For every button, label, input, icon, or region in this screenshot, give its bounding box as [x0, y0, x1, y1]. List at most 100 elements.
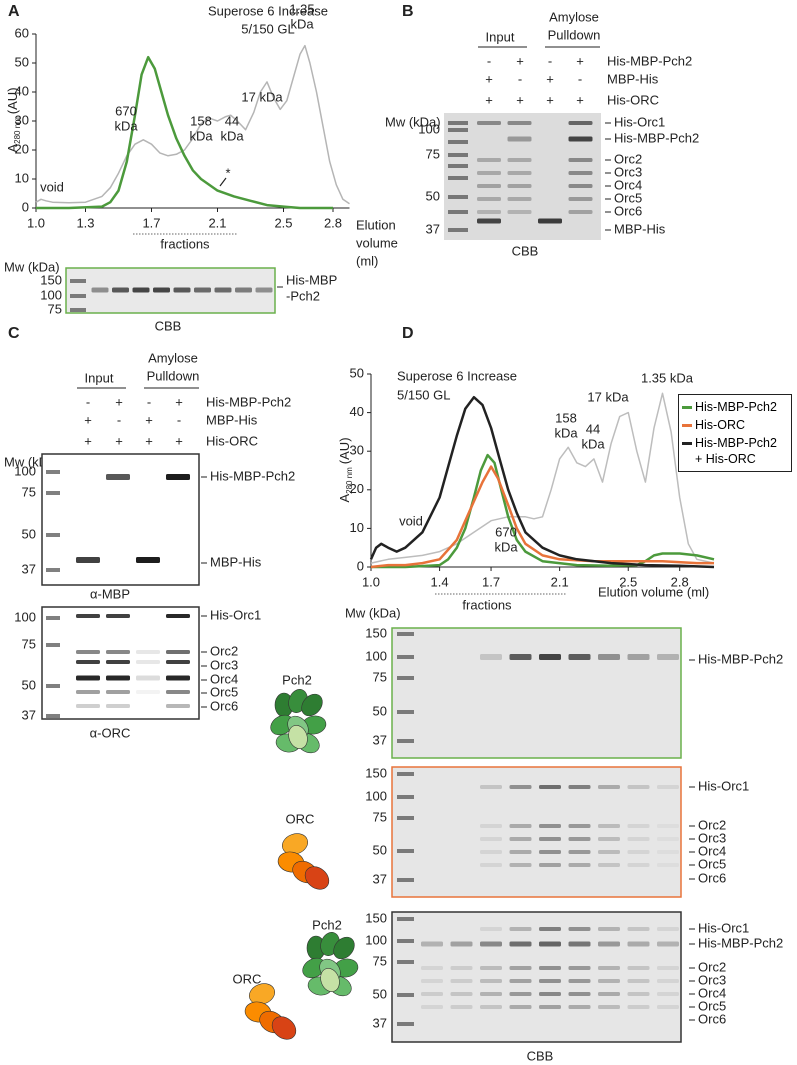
gel-band — [132, 287, 150, 293]
band-label: Orc5 — [614, 190, 642, 205]
annotation: 670 — [495, 524, 517, 539]
gel-band — [598, 992, 620, 996]
band-label: Orc3 — [698, 830, 726, 845]
gel-band — [568, 197, 593, 201]
gel-band — [106, 474, 130, 480]
ladder-band — [397, 878, 414, 882]
series-line — [36, 55, 333, 210]
gel-band — [76, 704, 100, 708]
gel-band — [136, 690, 160, 694]
gel-band — [166, 614, 190, 618]
y-tick-label: 40 — [15, 83, 29, 98]
gel-band — [568, 837, 591, 841]
ladder-band — [397, 816, 414, 820]
band-label: Orc2 — [614, 151, 642, 166]
gel-band — [568, 850, 591, 854]
x-tick-label: 2.5 — [619, 574, 637, 589]
band-label: His-Orc1 — [614, 114, 665, 129]
gel-band — [539, 941, 561, 947]
ladder-band — [448, 140, 468, 144]
band-label: MBP-His — [210, 554, 262, 569]
gel-band — [568, 1005, 591, 1009]
gel-band — [421, 941, 443, 947]
gel-band — [76, 557, 100, 563]
gel-band — [657, 966, 679, 970]
gel-band — [509, 824, 532, 828]
y-tick-label: 20 — [15, 141, 29, 156]
x-tick-label: 1.3 — [76, 215, 94, 230]
gel-band — [480, 927, 502, 931]
gel-band — [627, 1005, 650, 1009]
gel-band — [480, 785, 502, 789]
ladder-band — [70, 308, 86, 312]
series-line — [370, 465, 714, 569]
gel-band — [106, 704, 130, 708]
ladder-band — [397, 632, 414, 636]
chart-title: Superose 6 Increase — [208, 3, 328, 18]
gel-band — [568, 210, 593, 214]
gel-band — [255, 287, 273, 293]
ladder-band — [70, 279, 86, 283]
mw-marker: 37 — [373, 732, 387, 747]
annotation: void — [40, 179, 64, 194]
cartoon-label: Pch2 — [312, 917, 342, 932]
gel-band — [568, 824, 591, 828]
panel-label: A — [8, 3, 20, 20]
y-tick-label: 20 — [350, 481, 364, 496]
gel-band — [568, 927, 591, 931]
y-label-main: A — [337, 494, 352, 503]
gel-band — [450, 1005, 473, 1009]
gel-band — [166, 690, 190, 694]
gel-band — [568, 941, 591, 947]
gel-band — [568, 785, 591, 789]
ladder-band — [46, 643, 60, 647]
gel-band — [235, 287, 252, 293]
gel-band — [477, 121, 501, 125]
row-label: His-MBP-Pch2 — [607, 53, 692, 68]
mw-marker: 100 — [365, 648, 387, 663]
ladder-band — [46, 714, 60, 718]
annotation: 1.35 kDa — [641, 370, 694, 385]
y-tick-label: 40 — [350, 404, 364, 419]
gel-band — [539, 927, 561, 931]
mw-marker: 150 — [365, 910, 387, 925]
gel-band — [568, 979, 591, 983]
mw-marker: 150 — [365, 765, 387, 780]
gel-band — [166, 660, 190, 664]
gel-band — [480, 1005, 502, 1009]
mw-marker: 50 — [373, 842, 387, 857]
ladder-band — [70, 294, 86, 298]
row-label: His-MBP-Pch2 — [206, 394, 291, 409]
gel-band — [657, 941, 679, 947]
gel-band — [91, 287, 109, 293]
gel-band — [539, 785, 561, 789]
annotation: kDa — [114, 118, 138, 133]
gel-band — [507, 184, 532, 188]
mw-marker: 100 — [365, 932, 387, 947]
gel-band — [509, 654, 532, 660]
gel-band — [598, 941, 620, 947]
band-label: His-Orc1 — [698, 778, 749, 793]
gel-band — [657, 863, 679, 867]
gel-band — [539, 1005, 561, 1009]
mw-marker: 37 — [22, 561, 36, 576]
ladder-band — [397, 772, 414, 776]
mw-label: Mw (kDa) — [4, 259, 60, 274]
lane-sign: + — [145, 433, 153, 448]
ladder-band — [397, 1022, 414, 1026]
annotation: kDa — [290, 16, 314, 31]
cartoon-part — [249, 983, 275, 1005]
y-tick-label: 0 — [357, 558, 364, 573]
band-label: His-MBP-Pch2 — [614, 130, 699, 145]
gel-band — [477, 184, 501, 188]
band-label: Orc6 — [614, 203, 642, 218]
gel-band — [657, 837, 679, 841]
gel-band — [568, 863, 591, 867]
gel-band — [538, 218, 562, 224]
gel — [391, 627, 682, 759]
gel-band — [480, 966, 502, 970]
ladder-band — [448, 176, 468, 180]
mw-marker: 50 — [373, 703, 387, 718]
gel-band — [421, 1005, 443, 1009]
